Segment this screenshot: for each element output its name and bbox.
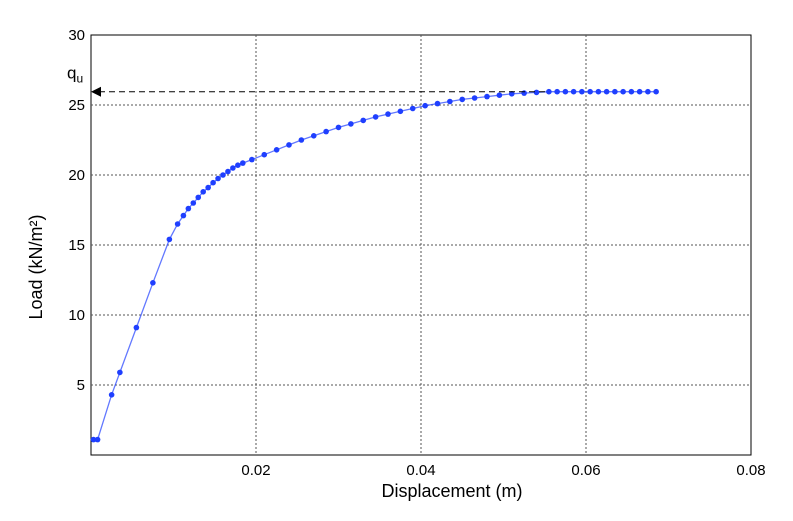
ultimate-load-label-main: q <box>67 64 76 83</box>
data-point <box>562 88 569 95</box>
x-tick-label: 0.06 <box>571 462 600 479</box>
ultimate-load-label: qu <box>67 64 83 86</box>
data-point <box>385 111 391 117</box>
series-group <box>90 88 659 443</box>
data-point <box>215 175 221 182</box>
data-point <box>225 168 231 175</box>
y-tick-label: 20 <box>68 167 85 184</box>
x-tick-label: 0.04 <box>406 462 435 479</box>
data-point <box>595 88 602 95</box>
data-point <box>210 179 216 186</box>
y-tick-label: 5 <box>77 377 85 394</box>
data-point <box>166 236 173 243</box>
data-point <box>335 124 342 131</box>
data-point <box>653 88 659 95</box>
data-point <box>323 128 329 135</box>
data-point <box>508 91 515 97</box>
data-point <box>570 88 577 95</box>
data-point <box>533 89 540 96</box>
data-point <box>240 160 246 166</box>
data-point <box>447 98 453 105</box>
data-point <box>185 205 192 212</box>
ultimate-load-label-subscript: u <box>76 72 83 86</box>
data-point <box>422 102 428 109</box>
data-point <box>546 88 552 95</box>
grid <box>91 35 751 455</box>
y-tick-label: 25 <box>68 97 85 114</box>
data-point <box>249 156 255 163</box>
data-point <box>90 436 97 443</box>
data-point <box>603 88 610 95</box>
data-point <box>190 200 197 206</box>
data-point <box>360 117 367 124</box>
data-point <box>205 184 211 191</box>
data-point <box>587 88 593 95</box>
data-point <box>348 121 354 127</box>
data-point <box>409 105 416 112</box>
data-point <box>108 392 115 398</box>
data-point <box>484 93 490 100</box>
ultimate-load-annotation: qu <box>67 64 549 97</box>
x-axis-ticks: 0.02 0.04 0.06 0.08 <box>241 462 765 479</box>
data-point <box>94 436 101 443</box>
data-point <box>286 142 292 148</box>
data-point <box>235 162 241 168</box>
data-point <box>230 165 236 171</box>
data-point <box>150 280 156 286</box>
data-point <box>261 151 268 158</box>
data-point <box>220 172 226 178</box>
data-point <box>636 88 643 95</box>
data-point <box>298 137 305 143</box>
data-point <box>200 189 206 195</box>
data-point <box>471 95 478 101</box>
data-point <box>620 88 626 95</box>
data-point <box>628 88 635 95</box>
data-point <box>180 212 187 219</box>
data-point <box>496 92 503 98</box>
x-axis-title: Displacement (m) <box>381 481 522 501</box>
data-point <box>397 108 404 115</box>
y-tick-label: 15 <box>68 237 85 254</box>
data-point <box>521 90 527 96</box>
data-point <box>310 133 317 139</box>
data-point <box>273 147 280 153</box>
data-point <box>579 88 585 95</box>
data-point <box>434 100 441 107</box>
arrow-head-icon <box>91 86 101 97</box>
data-point <box>554 88 560 95</box>
data-point <box>195 194 202 201</box>
data-point <box>174 221 181 227</box>
plot-area-group: 0.02 0.04 0.06 0.08 5 10 15 20 25 30 qu <box>67 27 766 479</box>
y-tick-label: 30 <box>68 27 85 44</box>
data-point <box>459 96 466 103</box>
y-axis-ticks: 5 10 15 20 25 30 <box>68 27 85 394</box>
x-tick-label: 0.08 <box>736 462 765 479</box>
y-axis-title: Load (kN/m²) <box>26 214 46 319</box>
y-tick-label: 10 <box>68 307 85 324</box>
data-point <box>372 114 379 120</box>
data-point <box>645 88 651 95</box>
data-point <box>133 324 140 331</box>
data-point <box>612 88 618 95</box>
x-tick-label: 0.02 <box>241 462 270 479</box>
data-point <box>117 369 123 376</box>
